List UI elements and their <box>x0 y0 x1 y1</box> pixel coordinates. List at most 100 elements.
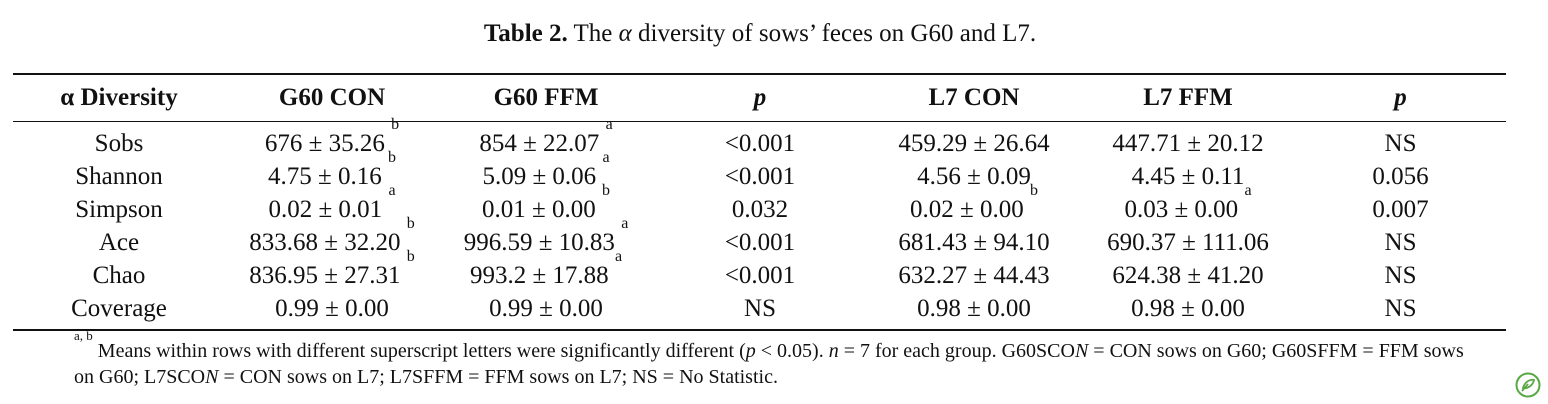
cell-g60-ffm: 993.2 ± 17.88 a <box>439 249 653 292</box>
cell-l7-con: 681.43 ± 94.10 <box>867 226 1081 259</box>
cell-value: <0.001 <box>724 130 796 157</box>
significance-superscript: b <box>1029 182 1038 199</box>
cell-value: 0.032 <box>731 196 789 223</box>
footnote-text: Means within rows with different supersc… <box>92 340 746 362</box>
footnote-italic-p: p <box>745 340 756 362</box>
cell-g60-ffm: 0.01 ± 0.00 b <box>439 183 653 226</box>
header-p-g60: p <box>653 74 867 122</box>
cell-row-label: Sobs <box>13 122 225 161</box>
cell-value: 0.02 ± 0.00 <box>910 196 1024 223</box>
cell-value: <0.001 <box>724 163 796 190</box>
cell-g60-con: 0.02 ± 0.01 a <box>225 183 439 226</box>
cell-l7-ffm: 624.38 ± 41.20 <box>1081 259 1295 292</box>
cell-value: Sobs <box>94 130 144 157</box>
table-row: Ace 833.68 ± 32.20 b 996.59 ± 10.83 a <0.00… <box>13 216 1506 259</box>
significance-superscript: b <box>391 116 400 133</box>
header-alpha-diversity: α Diversity <box>13 74 225 122</box>
footnote-text: = 7 for each group. G60SCO <box>838 340 1075 362</box>
cell-row-label: Shannon <box>13 160 225 193</box>
significance-superscript: b <box>601 182 610 199</box>
table-row: Chao 836.95 ± 27.31 b 993.2 ± 17.88 a <0.00… <box>13 249 1506 292</box>
header-g60-ffm: G60 FFM <box>439 74 653 122</box>
cell-row-label: Coverage <box>13 292 225 330</box>
cell-value: 4.75 ± 0.16 <box>268 163 382 190</box>
table-footnote: a, b Means within rows with different su… <box>74 329 1474 390</box>
cell-value: 0.03 ± 0.00 <box>1124 196 1239 223</box>
cell-g60-con: 833.68 ± 32.20 b <box>225 216 439 259</box>
cell-row-label: Ace <box>13 226 225 259</box>
cell-value: 447.71 ± 20.12 <box>1112 130 1264 157</box>
cell-g60-ffm: 996.59 ± 10.83 a <box>439 216 653 259</box>
footnote-italic-n: N <box>205 366 219 388</box>
cell-value: 993.2 ± 17.88 <box>469 262 609 289</box>
cell-value: NS <box>744 295 776 322</box>
footnote-text: = CON sows on G60; G60SFFM = FFM sows on… <box>74 340 1464 388</box>
significance-superscript: a <box>605 116 613 133</box>
cell-p-g60: <0.001 <box>653 226 867 259</box>
cell-value: 4.45 ± 0.11 <box>1131 163 1245 190</box>
cell-value: <0.001 <box>724 229 796 256</box>
cell-value: Chao <box>92 262 146 289</box>
significance-superscript: a <box>614 248 623 265</box>
cell-l7-ffm: 447.71 ± 20.12 <box>1081 122 1295 161</box>
cell-value: 996.59 ± 10.83 <box>463 229 615 256</box>
cell-value: 0.056 <box>1372 163 1429 190</box>
caption-alpha: α <box>618 20 632 47</box>
cell-value: Ace <box>98 229 140 256</box>
cell-value: 0.98 ± 0.00 <box>1131 295 1245 322</box>
header-l7-con: L7 CON <box>867 74 1081 122</box>
cell-value: NS <box>1384 295 1417 322</box>
cell-l7-con: 4.56 ± 0.09 <box>867 160 1081 193</box>
cell-g60-ffm: 0.99 ± 0.00 <box>439 292 653 330</box>
significance-superscript: a <box>1244 182 1252 199</box>
table-header-row: α Diversity G60 CON G60 FFM p L7 CON L7 … <box>13 74 1506 122</box>
significance-superscript: b <box>406 248 415 265</box>
cell-value: 0.98 ± 0.00 <box>917 295 1031 322</box>
cell-value: 681.43 ± 94.10 <box>898 229 1050 256</box>
cell-value: 459.29 ± 26.64 <box>898 130 1050 157</box>
cell-l7-con: 0.98 ± 0.00 <box>867 292 1081 330</box>
cell-value: 854 ± 22.07 <box>479 130 600 157</box>
cell-p-g60: NS <box>653 292 867 330</box>
header-p-l7: p <box>1295 74 1506 122</box>
header-l7-ffm: L7 FFM <box>1081 74 1295 122</box>
caption-text-post: diversity of sows’ feces on G60 and L7. <box>631 20 1037 47</box>
cell-value: NS <box>1384 262 1417 289</box>
cell-value: 0.99 ± 0.00 <box>275 295 389 322</box>
cell-g60-con: 4.75 ± 0.16 b <box>225 150 439 193</box>
cell-g60-ffm: 5.09 ± 0.06 a <box>439 150 653 193</box>
cell-value: 0.02 ± 0.01 <box>268 196 383 223</box>
cell-p-g60: <0.001 <box>653 160 867 193</box>
cell-row-label: Simpson <box>13 193 225 226</box>
significance-superscript: b <box>387 149 396 166</box>
diversity-table: α Diversity G60 CON G60 FFM p L7 CON L7 … <box>13 73 1506 331</box>
cell-value: Shannon <box>75 163 163 190</box>
cell-p-l7: 0.007 <box>1295 193 1506 226</box>
cell-p-g60: <0.001 <box>653 259 867 292</box>
cell-value: 690.37 ± 111.06 <box>1107 229 1269 256</box>
table-row: Simpson 0.02 ± 0.01 a 0.01 ± 0.00 b 0.032 0.… <box>13 183 1506 226</box>
footnote-text: = CON sows on L7; L7SFFM = FFM sows on L… <box>218 366 778 388</box>
table-caption: Table 2. The α diversity of sows’ feces … <box>0 20 1520 48</box>
cell-value: 4.56 ± 0.09 <box>917 163 1031 190</box>
cell-value: Simpson <box>75 196 163 223</box>
cell-value: 833.68 ± 32.20 <box>249 229 401 256</box>
cell-p-l7: 0.056 <box>1295 160 1506 193</box>
cell-value: 676 ± 35.26 <box>264 130 385 157</box>
cell-p-l7: NS <box>1295 259 1506 292</box>
cell-value: 624.38 ± 41.20 <box>1112 262 1264 289</box>
cell-value: 5.09 ± 0.06 <box>482 163 597 190</box>
publisher-logo-icon <box>1515 372 1541 398</box>
cell-l7-ffm: 690.37 ± 111.06 <box>1081 226 1295 259</box>
cell-g60-con: 676 ± 35.26 b <box>225 117 439 161</box>
header-g60-con: G60 CON <box>225 74 439 122</box>
table-row: Coverage 0.99 ± 0.00 0.99 ± 0.00 NS 0.98 ± 0… <box>13 292 1506 330</box>
cell-p-g60: 0.032 <box>653 193 867 226</box>
cell-g60-con: 0.99 ± 0.00 <box>225 292 439 330</box>
cell-g60-con: 836.95 ± 27.31 b <box>225 249 439 292</box>
significance-superscript: a <box>388 182 396 199</box>
cell-l7-ffm: 0.03 ± 0.00 a <box>1081 183 1295 226</box>
cell-value: 0.01 ± 0.00 <box>482 196 596 223</box>
footnote-superscript: a, b <box>74 328 93 343</box>
cell-l7-con: 459.29 ± 26.64 <box>867 122 1081 161</box>
